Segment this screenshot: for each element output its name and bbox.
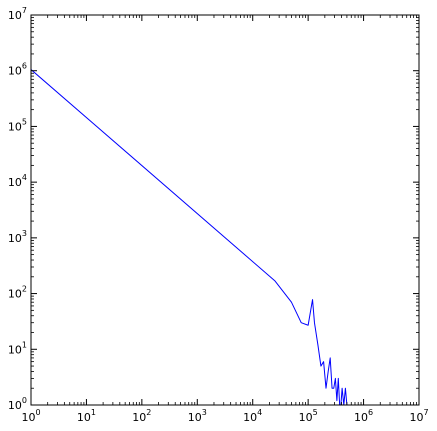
x-tick-label: 106 (354, 408, 373, 424)
plot-frame (30, 14, 420, 406)
y-tick-label: 101 (8, 340, 27, 356)
x-tick-label: 101 (77, 408, 96, 424)
y-tick-label: 102 (8, 285, 27, 301)
x-tick-label: 102 (132, 408, 151, 424)
series-line-0 (31, 69, 352, 405)
plot-content (31, 69, 352, 405)
x-tick-label: 107 (409, 408, 428, 424)
y-tick-label: 107 (8, 6, 27, 22)
y-tick-label: 100 (8, 396, 27, 412)
y-tick-label: 106 (8, 62, 27, 78)
x-tick-label: 104 (243, 408, 262, 424)
y-tick-label: 104 (8, 173, 27, 189)
x-tick-label: 100 (21, 408, 40, 424)
y-tick-label: 105 (8, 117, 27, 133)
x-tick-label: 105 (299, 408, 318, 424)
tick-labels: 100 101 102 103 104 105 106 107 100 101 102 103 104 1… (8, 6, 429, 424)
x-tick-label: 103 (188, 408, 207, 424)
y-tick-label: 103 (8, 229, 27, 245)
